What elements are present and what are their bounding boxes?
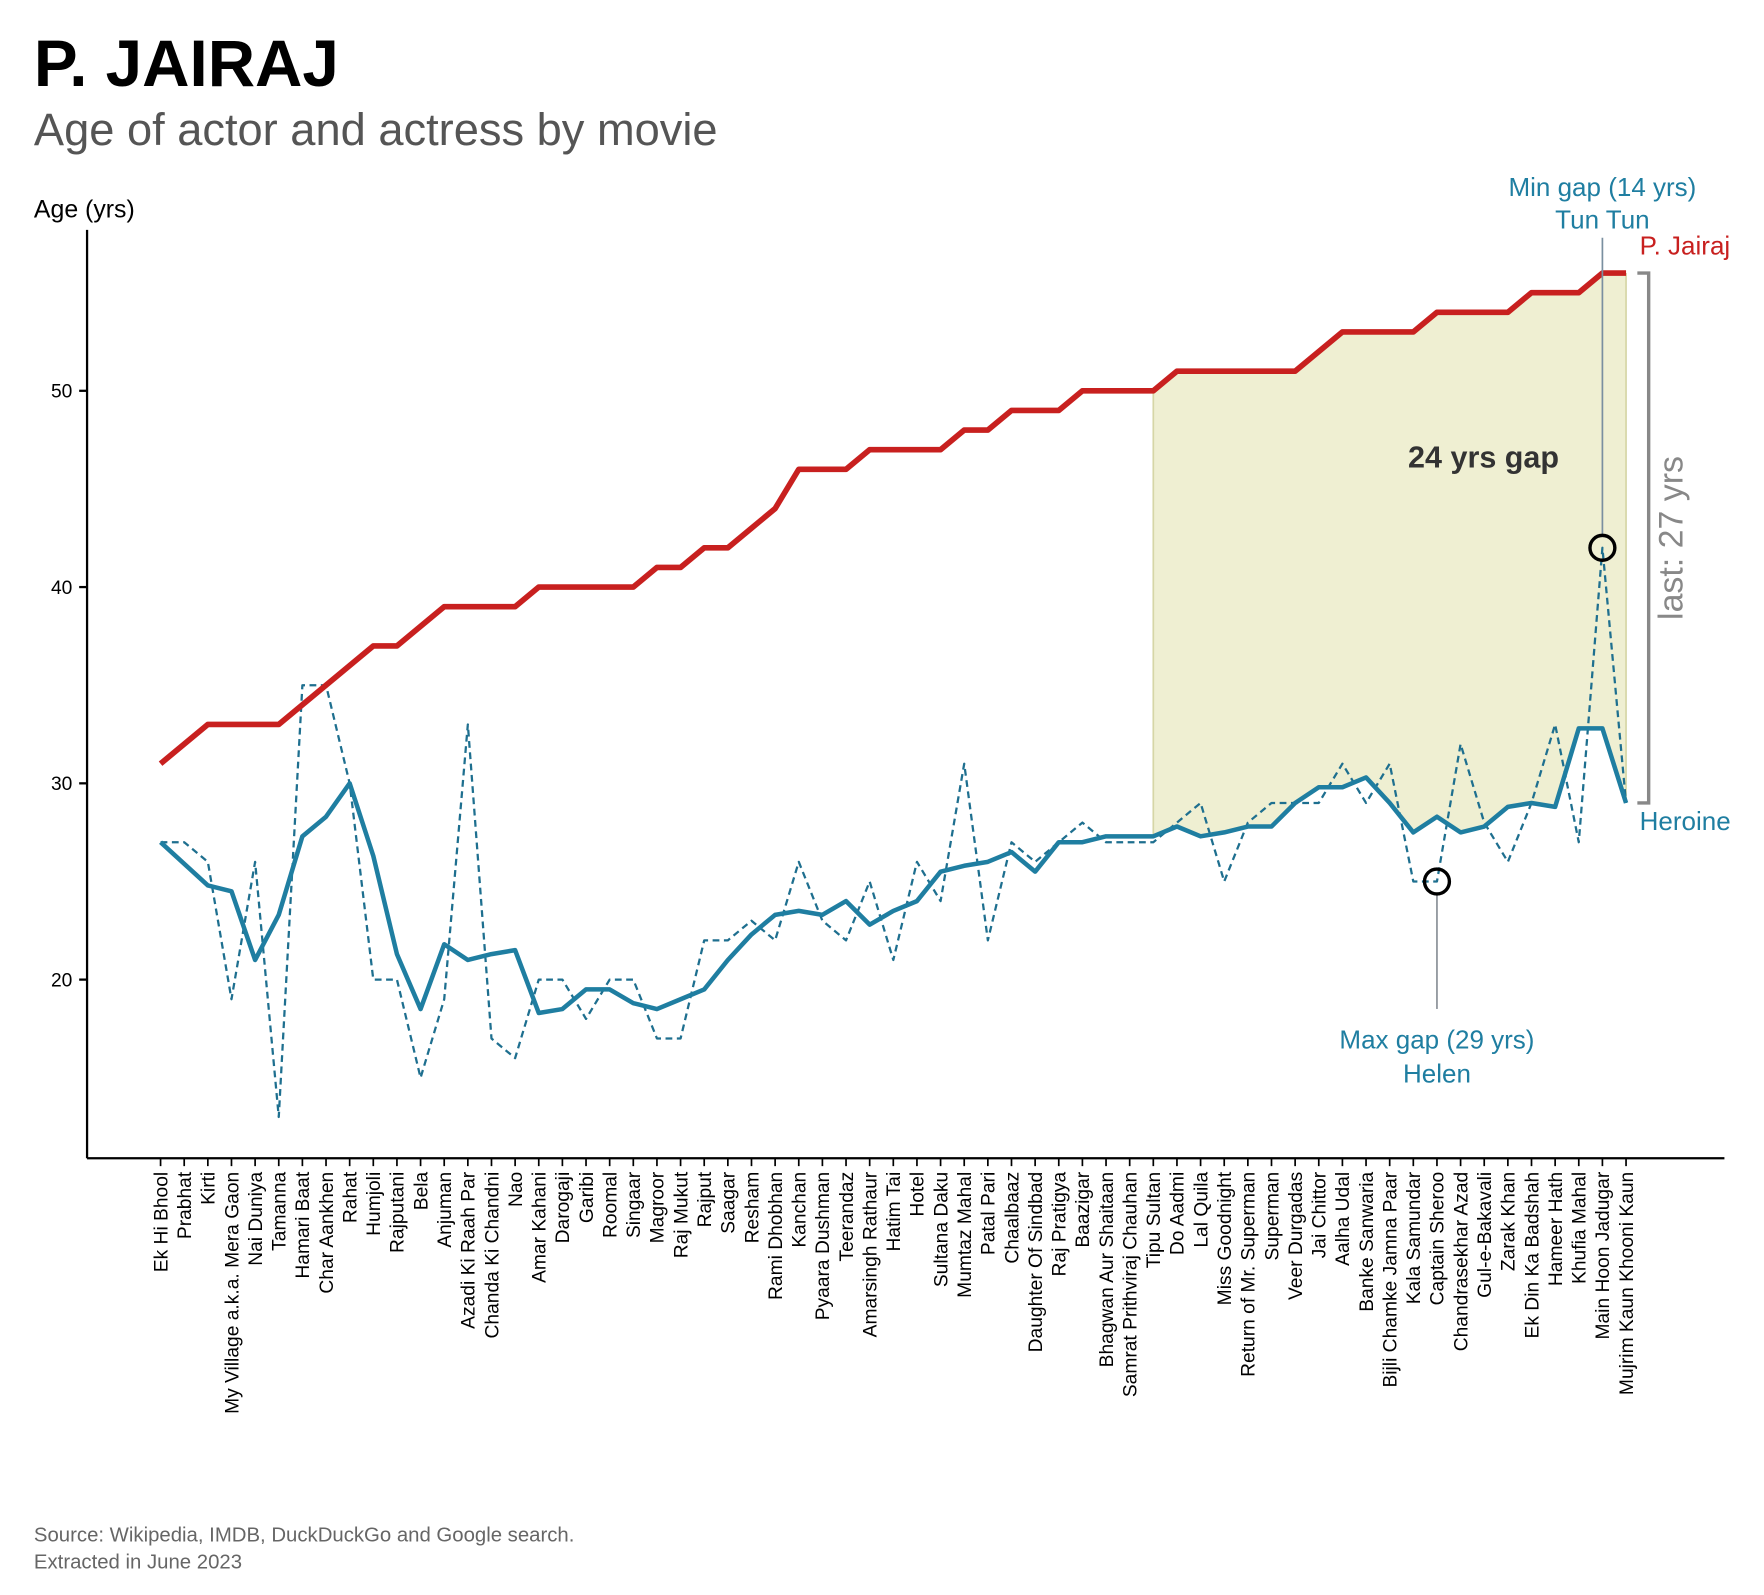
x-tick-label: Darogaji (553, 1172, 574, 1244)
x-tick-label: Prabhat (175, 1171, 196, 1239)
max-gap-marker (1422, 867, 1452, 896)
x-tick-label: Chandrasekhar Azad (1451, 1172, 1472, 1351)
x-tick-label: Rajput (695, 1171, 716, 1227)
chart-subtitle: Age of actor and actress by movie (34, 104, 718, 155)
series-line (158, 270, 1627, 766)
x-tick-label: Azadi Ki Raah Par (459, 1171, 480, 1329)
x-tick-label: Daughter Of Sindbad (1026, 1172, 1047, 1353)
annotation: Helen (1403, 1058, 1471, 1088)
series-label: Heroine (1640, 806, 1731, 836)
x-tick-label: Kirti (199, 1172, 220, 1205)
last-bracket (1637, 271, 1651, 805)
x-tick-label: Miss Goodnight (1215, 1171, 1236, 1305)
x-tick-label: Teerandaz (837, 1172, 858, 1262)
x-tick-label: Roomal (600, 1172, 621, 1238)
x-tick-label: Hatim Tai (884, 1172, 905, 1252)
x-tick-label: Lal Quila (1191, 1171, 1212, 1247)
gap-label: 24 yrs gap (1408, 440, 1559, 474)
x-tick-label: Bela (411, 1171, 432, 1210)
source-note: Source: Wikipedia, IMDB, DuckDuckGo and … (34, 1525, 574, 1547)
x-tick-label: Humjoli (364, 1172, 385, 1236)
x-tick-label: Kala Samundar (1404, 1171, 1425, 1304)
chart-title: P. JAIRAJ (34, 27, 339, 100)
x-tick-label: Chanda Ki Chandni (482, 1172, 503, 1339)
x-tick-label: Garibi (577, 1172, 598, 1223)
x-tick-label: Main Hoon Jadugar (1593, 1171, 1614, 1339)
x-tick-label: Superman (1262, 1172, 1283, 1261)
y-tick-label: 40 (51, 578, 72, 599)
x-tick-label: Baazigar (1073, 1171, 1094, 1247)
x-tick-label: Anjuman (435, 1172, 456, 1248)
x-tick-label: Rami Dhobhan (766, 1172, 787, 1300)
x-tick-label: Raj Mukut (671, 1171, 692, 1258)
x-tick-label: Return of Mr. Superman (1239, 1172, 1260, 1377)
y-tick-label: 20 (51, 970, 72, 991)
min-gap-marker (1588, 533, 1617, 562)
x-tick-label: Kanchan (790, 1172, 811, 1248)
x-tick-label: Veer Durgadas (1286, 1172, 1307, 1300)
x-tick-label: Rajputani (388, 1172, 409, 1253)
x-tick-label: Bijli Chamke Jamna Paar (1380, 1171, 1401, 1387)
x-tick-label: Do Aadmi (1168, 1172, 1189, 1255)
y-axis-label: Age (yrs) (34, 195, 135, 223)
x-tick-label: Patal Pari (979, 1172, 1000, 1255)
x-tick-label: Mumtaz Mahal (955, 1172, 976, 1298)
annotation: Min gap (14 yrs) (1508, 172, 1696, 202)
x-tick-label: Captain Sheroo (1428, 1172, 1449, 1306)
x-tick-label: Magroor (648, 1171, 669, 1243)
x-tick-label: Amarsingh Rathaur (860, 1171, 881, 1337)
source-note: Extracted in June 2023 (34, 1552, 242, 1574)
x-tick-label: Banke Sanwaria (1357, 1171, 1378, 1311)
x-tick-label: Chaalbaaz (1002, 1172, 1023, 1264)
x-tick-label: Zarak Khan (1499, 1172, 1520, 1271)
x-tick-label: Hotel (908, 1172, 929, 1217)
x-tick-label: Jai Chittor (1310, 1171, 1331, 1258)
x-tick-label: Nai Duniya (246, 1171, 267, 1265)
x-tick-label: Resham (742, 1172, 763, 1244)
x-tick-label: Mujrim Kaun Khooni Kaun (1617, 1172, 1638, 1395)
x-tick-label: Samrat Prithviraj Chauhan (1120, 1172, 1141, 1397)
x-tick-label: Sultana Daku (931, 1172, 952, 1287)
y-tick-label: 50 (51, 382, 72, 403)
x-tick-label: Tamanna (270, 1171, 291, 1250)
x-tick-label: Aalha Udal (1333, 1172, 1354, 1266)
annotation: Max gap (29 yrs) (1339, 1025, 1534, 1055)
x-tick-label: Hamari Baat (293, 1171, 314, 1278)
x-tick-label: Tipu Sultan (1144, 1172, 1165, 1269)
last-label: last: 27 yrs (1653, 456, 1691, 620)
x-tick-label: Amar Kahani (530, 1172, 551, 1283)
x-tick-label: My Village a.k.a. Mera Gaon (222, 1172, 243, 1414)
x-tick-label: Hameer Hath (1546, 1172, 1567, 1286)
y-tick-label: 30 (51, 774, 72, 795)
x-tick-label: Ek Din Ka Badshah (1522, 1172, 1543, 1339)
series-line (159, 726, 1629, 1016)
x-tick-label: Raj Pratigya (1050, 1171, 1071, 1276)
x-tick-label: Bhagwan Aur Shaitaan (1097, 1172, 1118, 1368)
series-label: P. Jairaj (1640, 231, 1731, 261)
highlight-area (1153, 273, 1627, 837)
x-tick-label: Char Aankhen (317, 1172, 338, 1294)
x-tick-label: Pyaara Dushman (813, 1172, 834, 1321)
x-tick-label: Nao (506, 1172, 527, 1207)
annotation: Tun Tun (1555, 205, 1649, 235)
x-tick-label: Rahat (340, 1171, 361, 1223)
x-tick-label: Ek Hi Bhool (151, 1172, 172, 1272)
x-tick-label: Gul-e-Bakavali (1475, 1172, 1496, 1298)
x-tick-label: Singaar (624, 1171, 645, 1238)
x-tick-label: Khufia Mahal (1570, 1172, 1591, 1284)
raw-line (160, 546, 1628, 1119)
x-tick-label: Saagar (719, 1171, 740, 1234)
